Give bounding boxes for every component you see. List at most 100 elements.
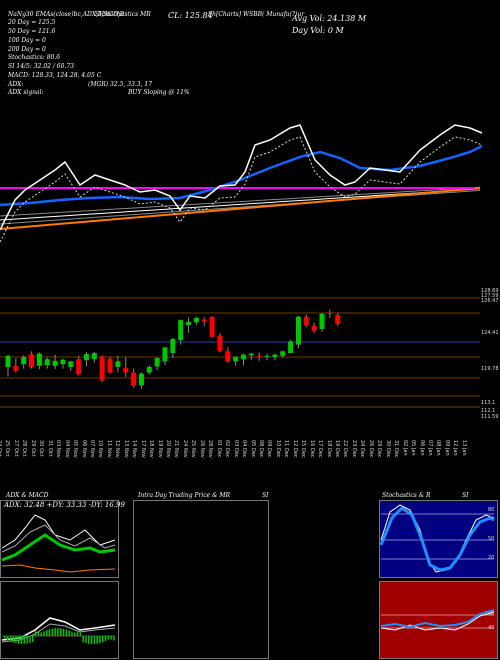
macd-hist-bar <box>93 636 96 644</box>
macd-hist-bar <box>82 636 84 643</box>
candle-up <box>248 353 254 356</box>
candle-up <box>44 359 50 366</box>
stoch-blue-line <box>379 506 495 572</box>
candle-up <box>319 313 325 330</box>
macd-gray-line <box>1 623 116 643</box>
stoch-tick: 50 <box>488 536 495 542</box>
macd-hist-bar <box>113 636 115 641</box>
macd-value: MACD: 128.33, 124.28, 4.05 C <box>8 72 102 79</box>
candle-down <box>201 319 207 322</box>
ema-20: 20 Day = 125.5 <box>8 19 56 26</box>
price-label: 128.69 <box>481 288 499 294</box>
ema-orange-line <box>0 187 481 230</box>
candle-up <box>186 321 192 326</box>
signal-dotted-line <box>0 136 483 243</box>
candle-down <box>256 355 262 357</box>
candle-down <box>209 316 215 337</box>
candle-up <box>288 341 294 354</box>
macd-hist-bar <box>6 636 9 641</box>
rsi-blue-line <box>380 609 495 629</box>
macd-hist-bar <box>104 636 107 642</box>
candle-up <box>272 354 278 357</box>
macd-hist-bar <box>37 632 40 636</box>
adx-signal-label: ADX signal: <box>8 89 44 96</box>
adx-values: (MGR) 32.5, 33.3, 17 <box>88 81 153 88</box>
price-label: 112.1 <box>481 408 496 414</box>
day-volume: Day Vol: 0 M <box>292 26 344 35</box>
macd-hist-bar <box>29 636 31 643</box>
price-label: 113.1 <box>481 400 496 406</box>
candle-up <box>162 347 168 362</box>
header-title-left: NaNg30 EMAs(close)bc,ADX,MACD,B <box>8 11 125 18</box>
candle-up <box>84 354 89 361</box>
macd-hist-bar <box>60 628 62 636</box>
candle-up <box>115 361 121 367</box>
price-label: 119.78 <box>481 366 499 372</box>
ema-100: 100 Day = 0 <box>8 37 46 44</box>
price-white-line <box>0 124 483 231</box>
candle-up <box>280 351 286 356</box>
macd-hist-bar <box>48 629 51 636</box>
candle-up <box>193 317 199 323</box>
candle-up <box>52 360 58 366</box>
si-value: SI 14/5: 32.02 / 60.73 <box>8 63 74 70</box>
header-title-mid: SI,Stochastics MR <box>95 11 151 18</box>
close-price: CL: 125.84 <box>168 11 213 20</box>
macd-hist-bar <box>46 630 48 636</box>
adx-panel-values: ADX: 32.48 +DY: 33.33 -DY: 16.99 <box>4 501 125 509</box>
avg-volume: Avg Vol: 24.138 M <box>292 14 367 23</box>
candle-down <box>13 365 19 371</box>
macd-hist-bar <box>65 629 68 636</box>
macd-hist-bar <box>85 636 87 644</box>
rsi-panel <box>379 581 498 659</box>
stoch-white-line <box>380 504 495 573</box>
candle-up <box>233 356 239 362</box>
macd-hist-bar <box>62 628 65 636</box>
price-label: 111.59 <box>481 414 499 420</box>
intraday-panel <box>133 500 269 659</box>
macd-hist-bar <box>32 636 34 642</box>
macd-hist-bar <box>51 628 54 636</box>
candle-down <box>303 316 309 326</box>
candle-down <box>217 335 223 352</box>
ema-50: 50 Day = 121.6 <box>8 28 56 35</box>
candle-down <box>107 358 113 373</box>
candle-down <box>335 315 341 324</box>
macd-hist-bar <box>107 636 110 640</box>
macd-hist-bar <box>68 630 70 636</box>
stoch-tick: 20 <box>488 555 495 561</box>
adx-green-line <box>1 533 116 562</box>
intraday-si: SI <box>262 492 269 499</box>
macd-hist-bar <box>79 630 82 636</box>
candle-down <box>225 351 231 362</box>
price-label: 127.59 <box>481 293 499 299</box>
candle-up <box>178 320 184 341</box>
candle-down <box>76 359 82 375</box>
ema-200: 200 Day = 0 <box>8 46 46 53</box>
macd-hist-bar <box>40 632 42 636</box>
candle-up <box>264 355 270 357</box>
candle-down <box>131 372 137 386</box>
adx-label: ADX: <box>8 81 24 88</box>
macd-hist-bar <box>99 636 101 643</box>
candle-down <box>29 354 35 367</box>
macd-hist-bar <box>9 636 12 642</box>
price-label: 126.47 <box>481 298 499 304</box>
macd-hist-bar <box>110 636 112 640</box>
candle-up <box>170 339 176 354</box>
candle-up <box>68 361 74 367</box>
candle-up <box>154 358 160 367</box>
rsi-tick: 50 <box>488 611 495 617</box>
macd-hist-bar <box>74 632 76 636</box>
rsi-white-line <box>380 611 495 631</box>
macd-hist-bar <box>102 636 104 643</box>
macd-hist-bar <box>20 636 23 644</box>
candle-up <box>21 356 27 365</box>
candle-down <box>311 325 317 331</box>
candle-down <box>123 368 129 373</box>
macd-hist-bar <box>88 636 90 644</box>
candle-up <box>138 373 144 386</box>
adx-panel <box>0 500 119 578</box>
stoch-tick: 80 <box>488 507 495 513</box>
